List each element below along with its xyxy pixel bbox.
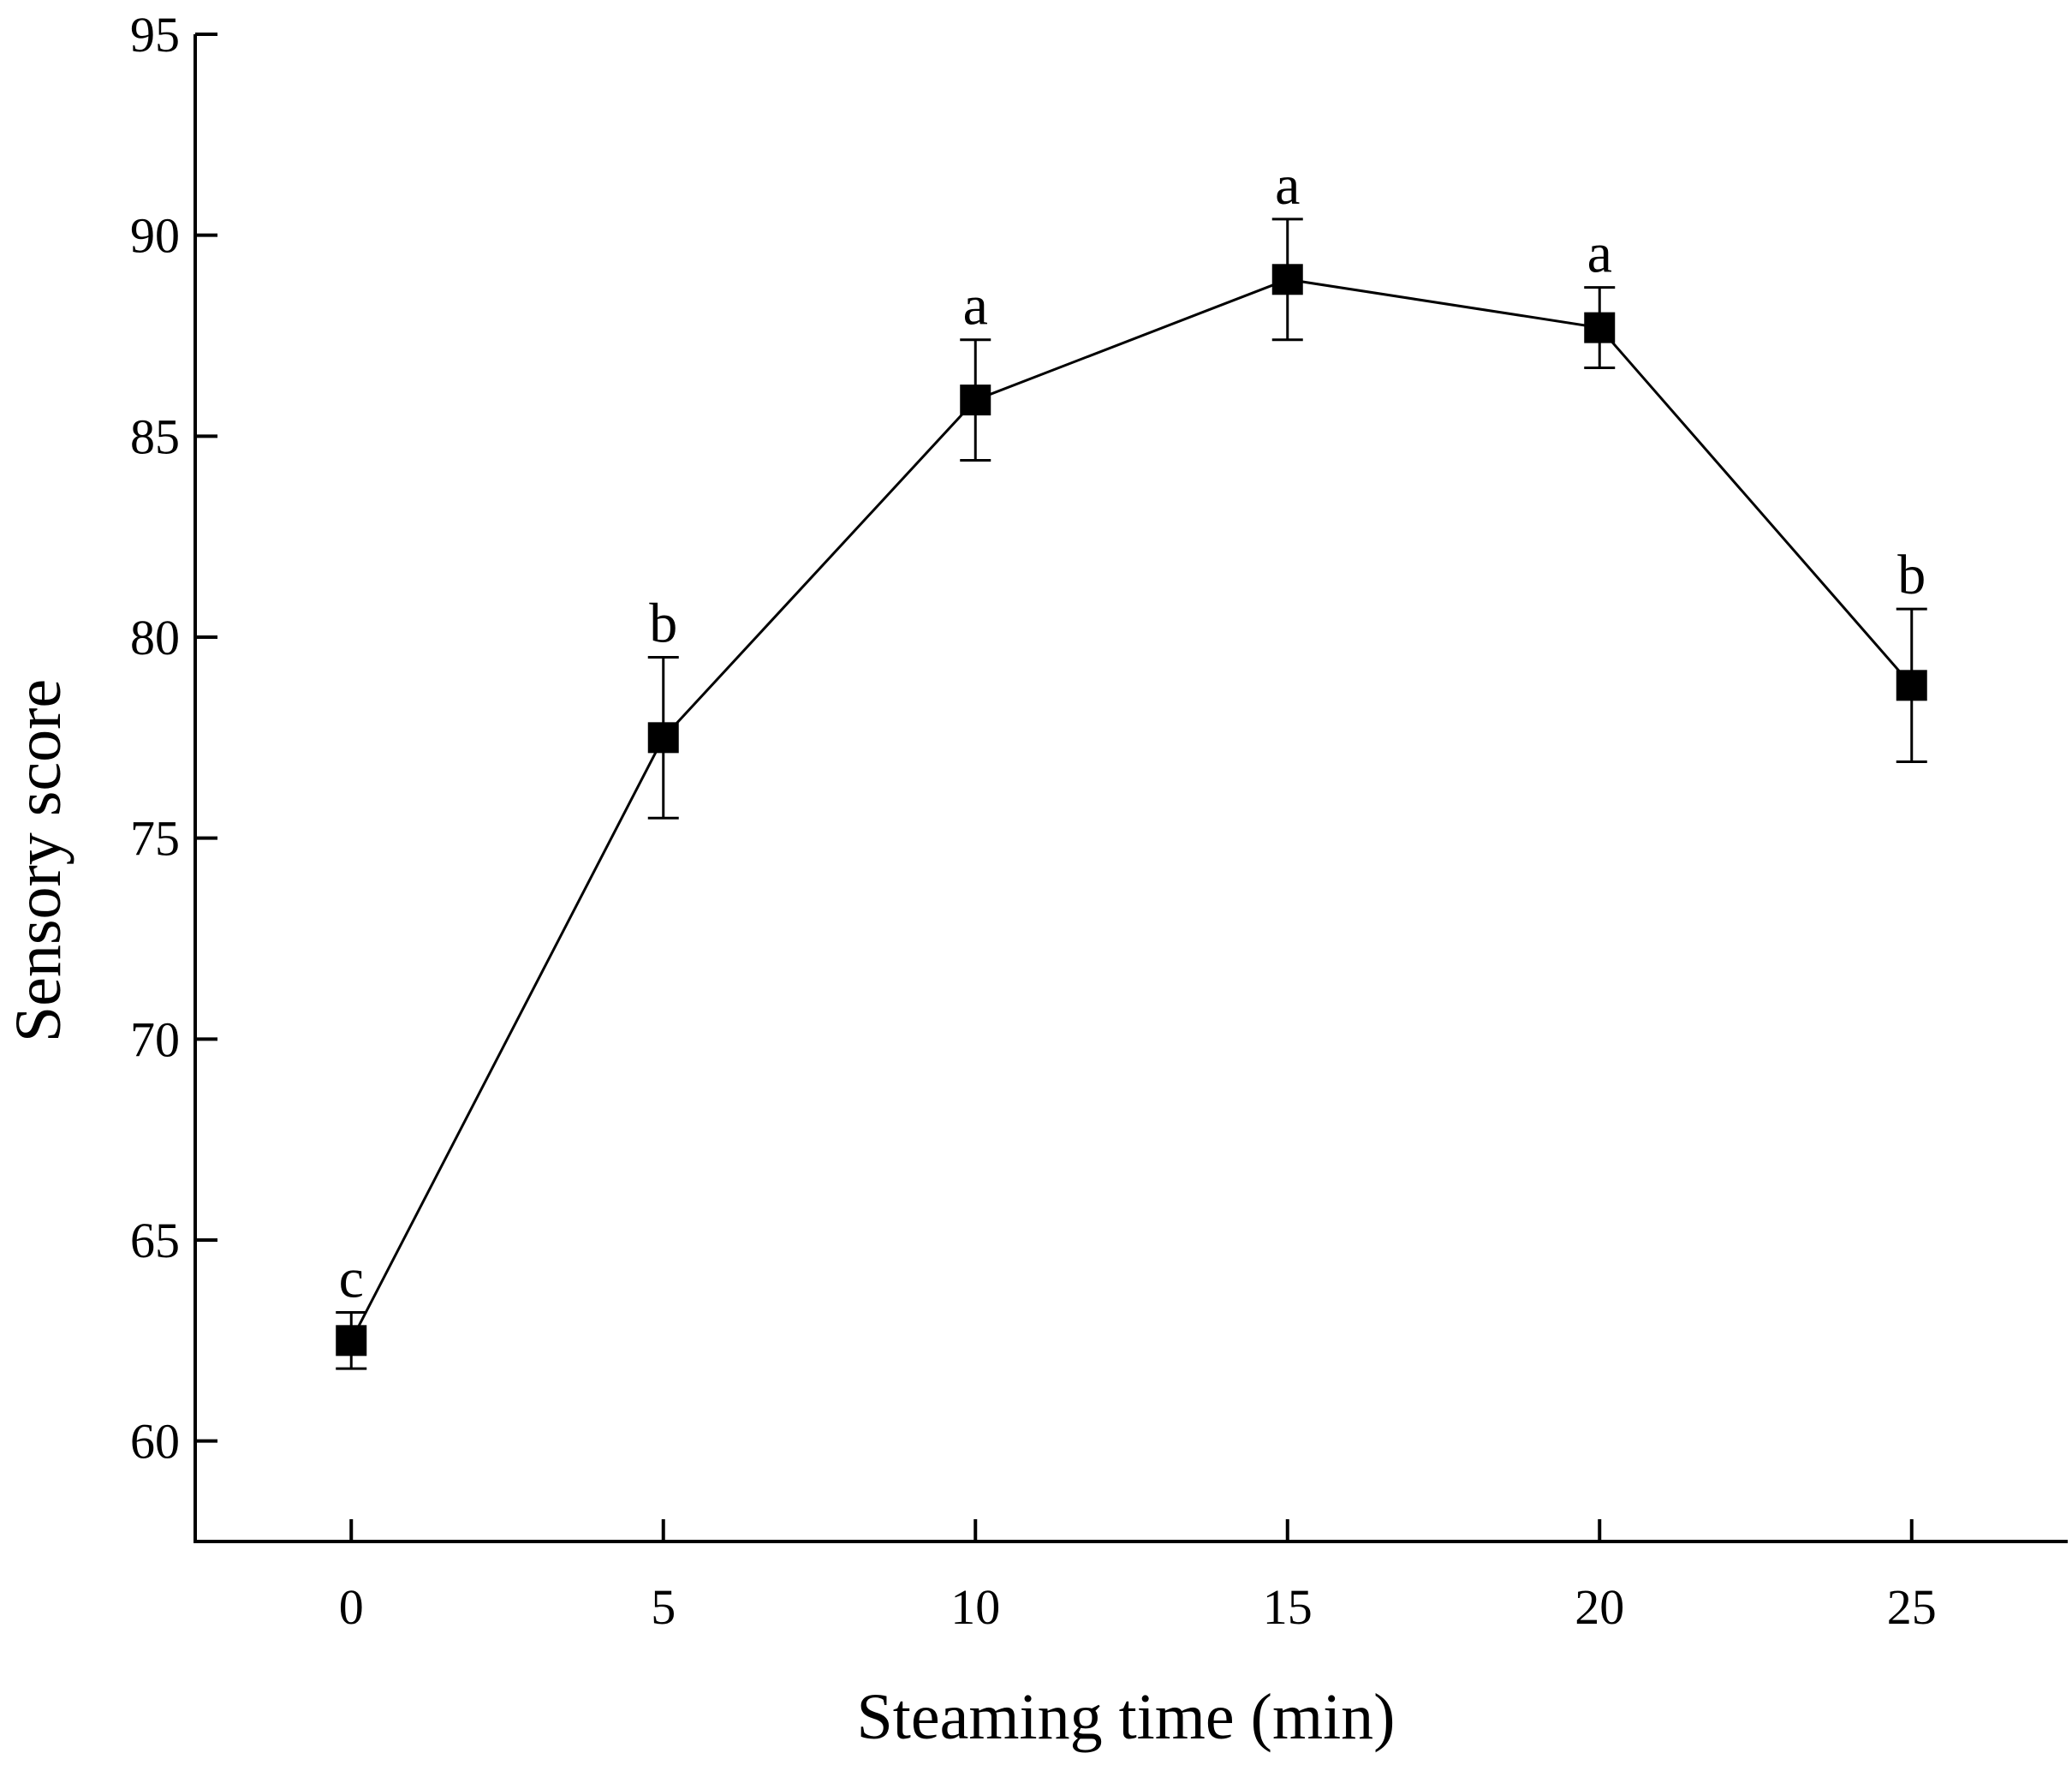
x-tick-label: 25: [1887, 1579, 1937, 1635]
series-layer: c b a a a b: [336, 154, 1927, 1370]
x-tick-label: 15: [1263, 1579, 1313, 1635]
x-tick-label: 10: [950, 1579, 1000, 1635]
y-tick-label: 75: [130, 811, 180, 867]
data-point: [336, 1325, 367, 1357]
x-tick-label: 5: [651, 1579, 676, 1635]
axes: 60 65 70 75 80 85 90 95 0 5 10 15 20 25: [130, 7, 2068, 1635]
significance-label: a: [1587, 223, 1612, 285]
significance-label: a: [963, 275, 988, 337]
y-tick-label: 95: [130, 7, 180, 63]
y-tick-label: 70: [130, 1011, 180, 1067]
data-point: [1271, 264, 1303, 295]
series-line: [349, 277, 1913, 1342]
significance-label: c: [339, 1247, 364, 1309]
y-tick-label: 60: [130, 1414, 180, 1470]
y-tick-label: 80: [130, 610, 180, 665]
y-axis-title: Sensory score: [3, 679, 74, 1042]
y-tick-label: 90: [130, 208, 180, 264]
significance-label: b: [1897, 544, 1926, 606]
significance-label: b: [649, 592, 677, 654]
data-point: [647, 722, 679, 754]
y-tick-label: 65: [130, 1213, 180, 1268]
x-tick-label: 20: [1575, 1579, 1624, 1635]
significance-label: a: [1275, 154, 1300, 217]
x-tick-label: 0: [339, 1579, 364, 1635]
data-point: [1584, 312, 1616, 343]
x-axis-title: Steaming time (min): [856, 1681, 1395, 1753]
y-tick-label: 85: [130, 408, 180, 464]
data-point: [960, 385, 991, 416]
data-point: [1896, 670, 1927, 701]
